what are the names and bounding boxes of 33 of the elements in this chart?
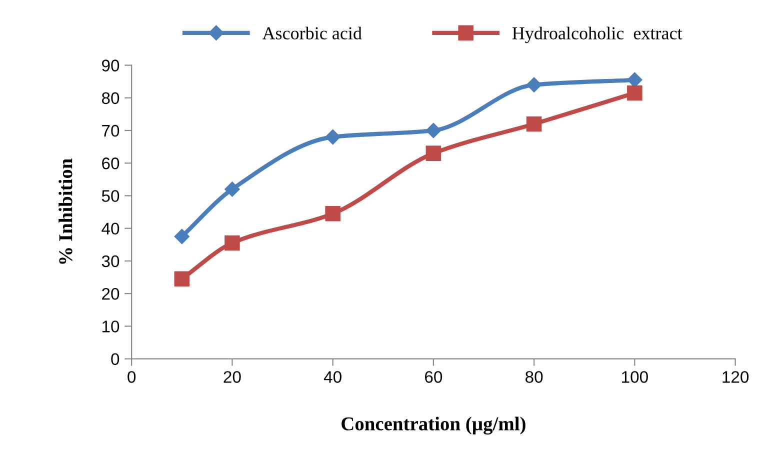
x-tick-label: 0 [128, 371, 136, 383]
point [224, 182, 240, 197]
point [426, 146, 442, 161]
x-tick-label: 60 [425, 371, 442, 383]
y-tick-label: 0 [111, 353, 120, 366]
y-tick-label: 10 [102, 320, 120, 332]
y-tick-label: 70 [102, 124, 120, 137]
y-axis-title: % Inhibition [58, 158, 72, 264]
point [325, 206, 340, 222]
legend-label: Ascorbic acid [262, 26, 362, 40]
point [627, 72, 642, 88]
y-tick-label: 90 [102, 60, 120, 72]
y-tick-label: 60 [102, 158, 120, 170]
x-tick-label: 80 [526, 371, 543, 383]
x-tick-label: 120 [722, 371, 749, 383]
x-axis-title: Concentration (µg/ml) [342, 416, 526, 435]
y-tick-label: 40 [102, 222, 120, 235]
y-tick-label: 20 [102, 288, 120, 300]
point [224, 235, 240, 251]
point [627, 85, 642, 101]
point [325, 129, 340, 145]
point [174, 271, 190, 287]
y-tick-label: 50 [102, 190, 120, 202]
point [526, 77, 542, 92]
point [426, 122, 442, 138]
x-tick-label: 100 [622, 371, 648, 383]
point [174, 228, 190, 244]
x-tick-label: 20 [224, 371, 241, 383]
point [526, 116, 542, 132]
y-tick-label: 80 [102, 92, 120, 104]
legend-label: Hydroalcoholic extract [512, 26, 682, 44]
x-tick-label: 40 [324, 371, 342, 383]
y-tick-label: 30 [102, 255, 120, 268]
